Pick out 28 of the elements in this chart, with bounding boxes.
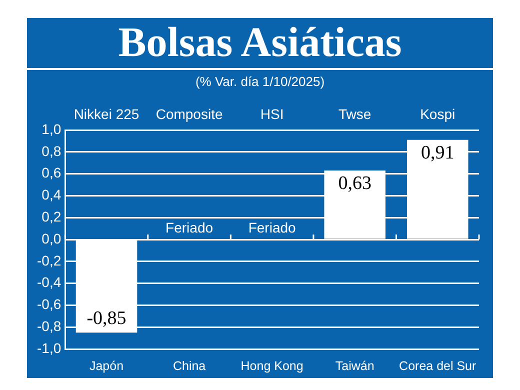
text: Composite — [156, 106, 223, 122]
x-tick-label: Japón — [89, 358, 124, 373]
y-tick-label: -0,2 — [37, 252, 62, 268]
y-tick-label: 0,0 — [42, 230, 62, 246]
text: Feriado — [248, 219, 296, 236]
y-tick-label: 1,0 — [42, 120, 62, 137]
y-tick-label: -0,4 — [37, 274, 62, 290]
y-tick-label: -1,0 — [37, 340, 62, 356]
x-tick-label: Taiwán — [335, 358, 374, 373]
x-tick-label: Hong Kong — [240, 358, 304, 373]
x-tick-label: China — [172, 358, 206, 373]
text: HSI — [260, 106, 284, 122]
y-tick-label: -0,6 — [37, 296, 62, 312]
y-tick-label: 0,8 — [42, 142, 62, 159]
text: Twse — [338, 106, 372, 122]
y-tick-label: -0,8 — [37, 318, 62, 334]
y-tick-label: 0,6 — [42, 164, 62, 181]
y-tick-label: 0,2 — [42, 208, 62, 224]
x-tick-label: Corea del Sur — [399, 358, 476, 373]
data-label: -0,85 — [86, 308, 126, 330]
text: Kospi — [420, 106, 456, 122]
text: Feriado — [166, 219, 214, 236]
data-label: 0,91 — [420, 142, 454, 164]
data-label: 0,63 — [338, 173, 372, 194]
chart-subtitle: (% Var. día 1/10/2025) — [194, 74, 326, 89]
chart-title: Bolsas Asiáticas — [27, 18, 493, 70]
y-tick-label: 0,4 — [42, 186, 62, 203]
text: Nikkei 225 — [74, 106, 140, 122]
